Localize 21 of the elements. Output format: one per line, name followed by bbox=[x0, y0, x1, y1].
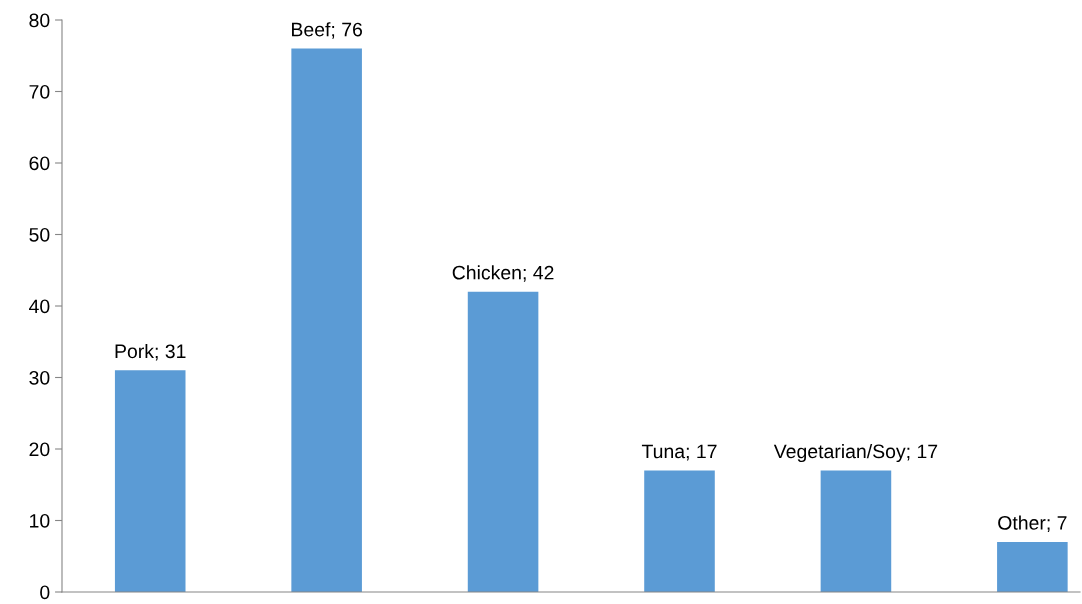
y-tick-label: 20 bbox=[29, 442, 50, 457]
data-label: Tuna; 17 bbox=[641, 444, 717, 461]
data-label: Chicken; 42 bbox=[452, 265, 554, 282]
bar bbox=[997, 541, 1068, 592]
data-label: Vegetarian/Soy; 17 bbox=[773, 443, 938, 463]
bar bbox=[644, 470, 715, 592]
y-tick-label: 40 bbox=[29, 299, 50, 314]
y-tick-label: 0 bbox=[40, 585, 50, 600]
y-tick-label: 50 bbox=[29, 227, 50, 242]
y-tick-label: 60 bbox=[29, 156, 50, 171]
bar bbox=[114, 370, 186, 592]
bar bbox=[820, 470, 892, 592]
bar bbox=[467, 291, 539, 592]
y-tick-label: 30 bbox=[29, 370, 50, 385]
data-label: Beef; 76 bbox=[292, 22, 363, 39]
y-tick-label: 80 bbox=[29, 13, 50, 28]
bar bbox=[291, 48, 362, 592]
data-label: Other; 7 bbox=[998, 515, 1067, 533]
data-label: Pork; 31 bbox=[115, 343, 186, 361]
y-tick-label: 70 bbox=[29, 84, 50, 99]
y-tick-label: 10 bbox=[30, 513, 50, 528]
